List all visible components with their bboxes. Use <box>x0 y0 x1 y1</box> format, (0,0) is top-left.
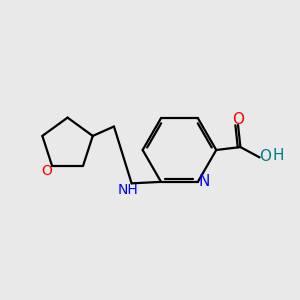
Text: N: N <box>199 174 210 189</box>
Text: H: H <box>273 148 284 163</box>
Text: NH: NH <box>118 183 138 197</box>
Text: O: O <box>259 149 271 164</box>
Text: O: O <box>232 112 244 127</box>
Text: O: O <box>41 164 52 178</box>
